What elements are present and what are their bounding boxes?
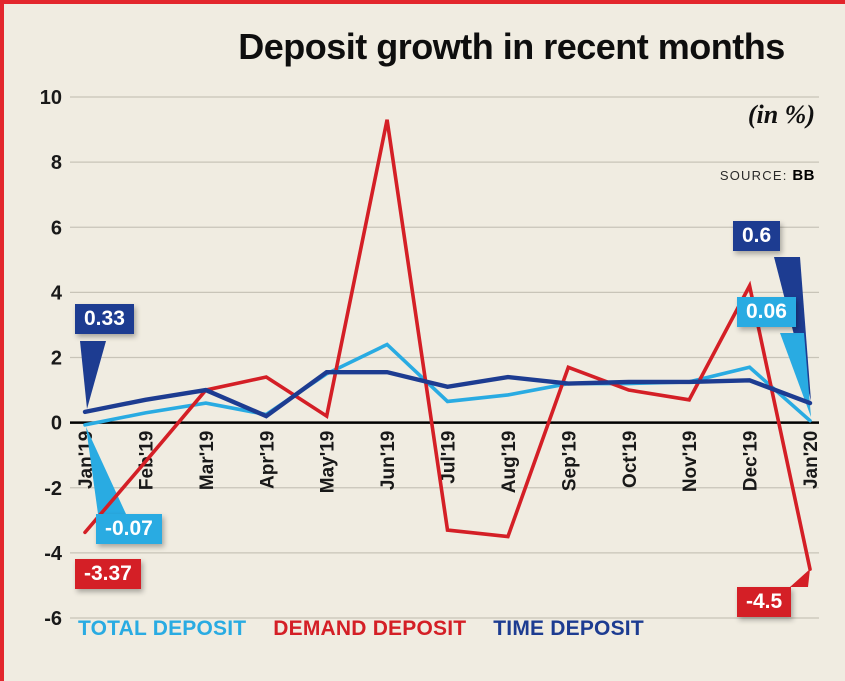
y-tick-label: 8 bbox=[51, 152, 62, 174]
x-tick-label: Jan'20 bbox=[801, 431, 822, 489]
x-tick-label: Jun'19 bbox=[378, 431, 399, 490]
series-line-demand bbox=[83, 119, 812, 571]
callout-total-deposit-end: 0.06 bbox=[737, 297, 796, 327]
chart-title: Deposit growth in recent months bbox=[238, 26, 785, 67]
unit-note: (in %) bbox=[747, 100, 815, 129]
y-tick-label: -4 bbox=[44, 543, 63, 565]
x-tick-label: Nov'19 bbox=[680, 431, 701, 493]
callout-demand-deposit-end: -4.5 bbox=[737, 587, 792, 617]
source-note: SOURCE: BB bbox=[720, 167, 815, 184]
callout-total-deposit-start: -0.07 bbox=[96, 514, 162, 544]
x-tick-label: Aug'19 bbox=[499, 431, 520, 494]
y-tick-label: 2 bbox=[51, 348, 62, 370]
y-tick-label: -2 bbox=[44, 478, 62, 500]
top-accent-bar bbox=[0, 0, 845, 4]
callout-demand-deposit-start: -3.37 bbox=[75, 559, 141, 589]
legend-item-time-deposit: TIME DEPOSIT bbox=[493, 617, 644, 640]
callout-tail bbox=[780, 333, 811, 417]
series-line-time bbox=[82, 369, 813, 419]
legend: TOTAL DEPOSIT DEMAND DEPOSIT TIME DEPOSI… bbox=[78, 617, 644, 641]
x-tick-label: May'19 bbox=[318, 431, 339, 494]
x-tick-label: Dec'19 bbox=[741, 431, 762, 492]
legend-item-total-deposit: TOTAL DEPOSIT bbox=[78, 617, 247, 640]
y-tick-label: 10 bbox=[40, 87, 62, 109]
left-accent-bar bbox=[0, 0, 4, 681]
x-tick-label: Mar'19 bbox=[197, 431, 218, 490]
x-tick-label: Sep'19 bbox=[559, 431, 580, 492]
x-tick-label: Oct'19 bbox=[620, 431, 641, 488]
y-tick-label: -6 bbox=[44, 608, 62, 630]
source-value: BB bbox=[792, 167, 815, 184]
callout-tail bbox=[790, 569, 810, 587]
legend-item-demand-deposit: DEMAND DEPOSIT bbox=[273, 617, 467, 640]
callout-tail bbox=[86, 427, 126, 514]
callout-time-deposit-end: 0.6 bbox=[733, 221, 781, 251]
y-tick-label: 4 bbox=[51, 282, 63, 304]
y-tick-label: 6 bbox=[51, 217, 62, 239]
source-label: SOURCE: bbox=[719, 168, 788, 183]
y-tick-label: 0 bbox=[51, 413, 62, 435]
callout-tail bbox=[80, 341, 106, 409]
x-tick-label: Apr'19 bbox=[257, 431, 278, 489]
x-tick-label: Jul'19 bbox=[439, 431, 460, 484]
callout-time-deposit-start: 0.33 bbox=[75, 304, 134, 334]
